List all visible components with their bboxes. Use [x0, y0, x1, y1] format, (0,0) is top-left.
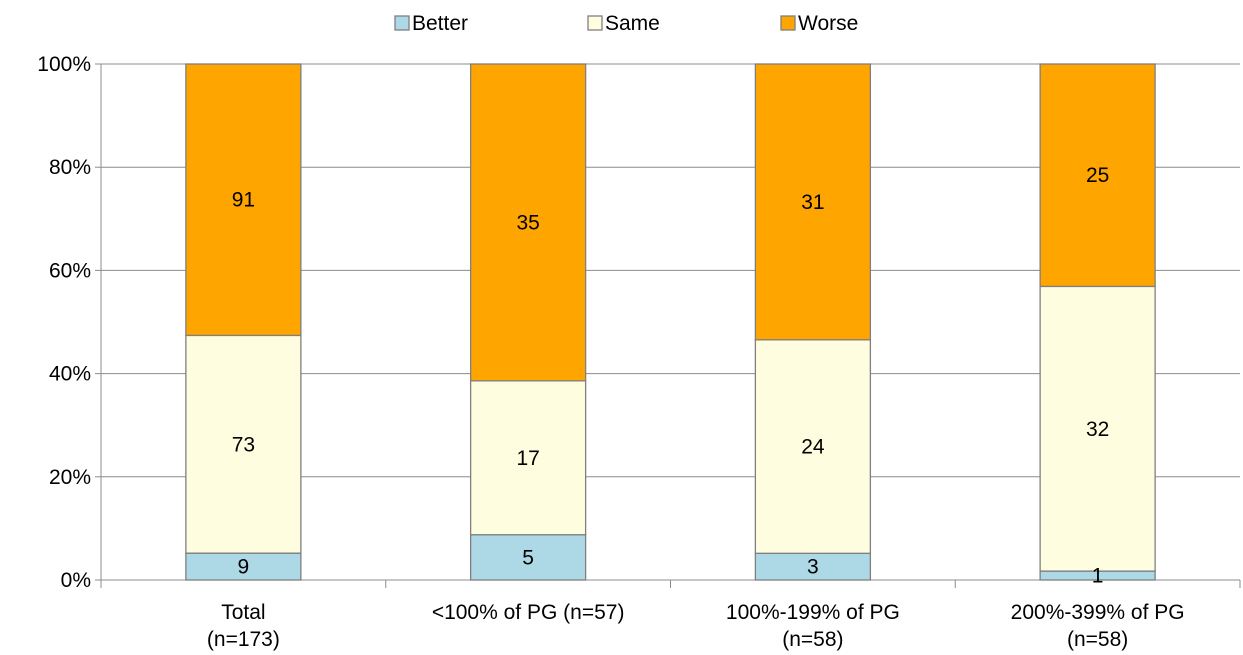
y-tick-label: 40%	[49, 363, 91, 386]
category-label: 200%-399% of PG	[1011, 601, 1185, 624]
data-label-better: 9	[238, 556, 250, 579]
legend-label-same: Same	[605, 12, 660, 35]
data-label-same: 32	[1086, 418, 1109, 441]
data-label-same: 24	[801, 436, 825, 459]
y-tick-label: 0%	[61, 569, 91, 592]
data-label-same: 17	[516, 447, 539, 470]
data-label-worse: 25	[1086, 164, 1109, 187]
data-label-worse: 31	[801, 191, 824, 214]
category-label: Total	[221, 601, 265, 624]
legend: Better Same Worse	[395, 12, 858, 35]
legend-swatch-same	[588, 16, 602, 30]
category-label: <100% of PG (n=57)	[432, 601, 625, 624]
category-label: (n=58)	[782, 628, 843, 651]
data-label-better: 5	[522, 546, 534, 569]
data-label-same: 73	[232, 433, 255, 456]
legend-label-better: Better	[412, 12, 468, 35]
data-label-worse: 35	[516, 211, 539, 234]
legend-swatch-worse	[781, 16, 795, 30]
bars	[186, 64, 1155, 580]
y-tick-label: 60%	[49, 259, 91, 282]
data-labels: 9 73 91 5 17 35 3 24 31 1 32 25	[232, 164, 1110, 587]
data-label-worse: 91	[232, 189, 255, 212]
category-label: (n=58)	[1067, 628, 1128, 651]
category-label: (n=173)	[207, 628, 280, 651]
y-tick-label: 100%	[37, 53, 91, 76]
legend-swatch-better	[395, 16, 409, 30]
data-label-better: 3	[807, 556, 819, 579]
category-label: 100%-199% of PG	[726, 601, 900, 624]
y-tick-label: 20%	[49, 466, 91, 489]
y-tick-label: 80%	[49, 156, 91, 179]
data-label-better: 1	[1092, 565, 1104, 588]
legend-label-worse: Worse	[798, 12, 858, 35]
